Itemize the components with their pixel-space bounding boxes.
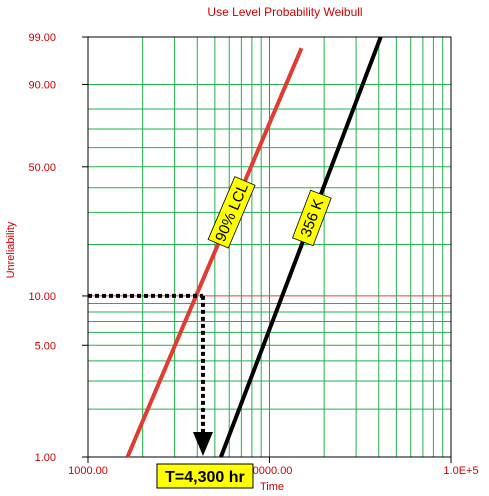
x-tick-label: 10000.00 [247, 465, 293, 477]
series-label-box [207, 176, 256, 249]
series-line [219, 36, 383, 458]
series-label: 356 K [291, 189, 332, 247]
x-tick-label: 1.0E+5 [443, 465, 478, 477]
down-arrow-icon [192, 432, 213, 456]
chart-title: Use Level Probability Weibull [207, 5, 362, 19]
annotations: 90% LCL 356 KT=4,300 hr [88, 176, 332, 489]
grid [87, 36, 452, 458]
reference-time-callout-label: T=4,300 hr [165, 469, 245, 486]
x-axis-label: Time [260, 481, 284, 493]
series-line [125, 47, 304, 458]
y-tick-label: 90.00 [28, 80, 56, 92]
y-tick-label: 99.00 [28, 32, 56, 44]
y-axis-label: Unreliability [5, 221, 17, 278]
y-tick-label: 5.00 [35, 340, 56, 352]
reference-time-callout-box [156, 463, 254, 489]
series-label-box [291, 189, 332, 247]
y-tick-label: 10.00 [28, 291, 56, 303]
series-lines [125, 36, 383, 458]
y-tick-label: 50.00 [28, 162, 56, 174]
y-tick-label: 1.00 [35, 452, 56, 464]
x-tick-label: 1000.00 [68, 465, 108, 477]
y-axis-tick-labels: 1.00 5.00 10.00 50.00 90.00 99.00 [28, 32, 88, 464]
x-axis-tick-labels: 1000.00 10000.00 1.0E+5 [68, 457, 479, 477]
